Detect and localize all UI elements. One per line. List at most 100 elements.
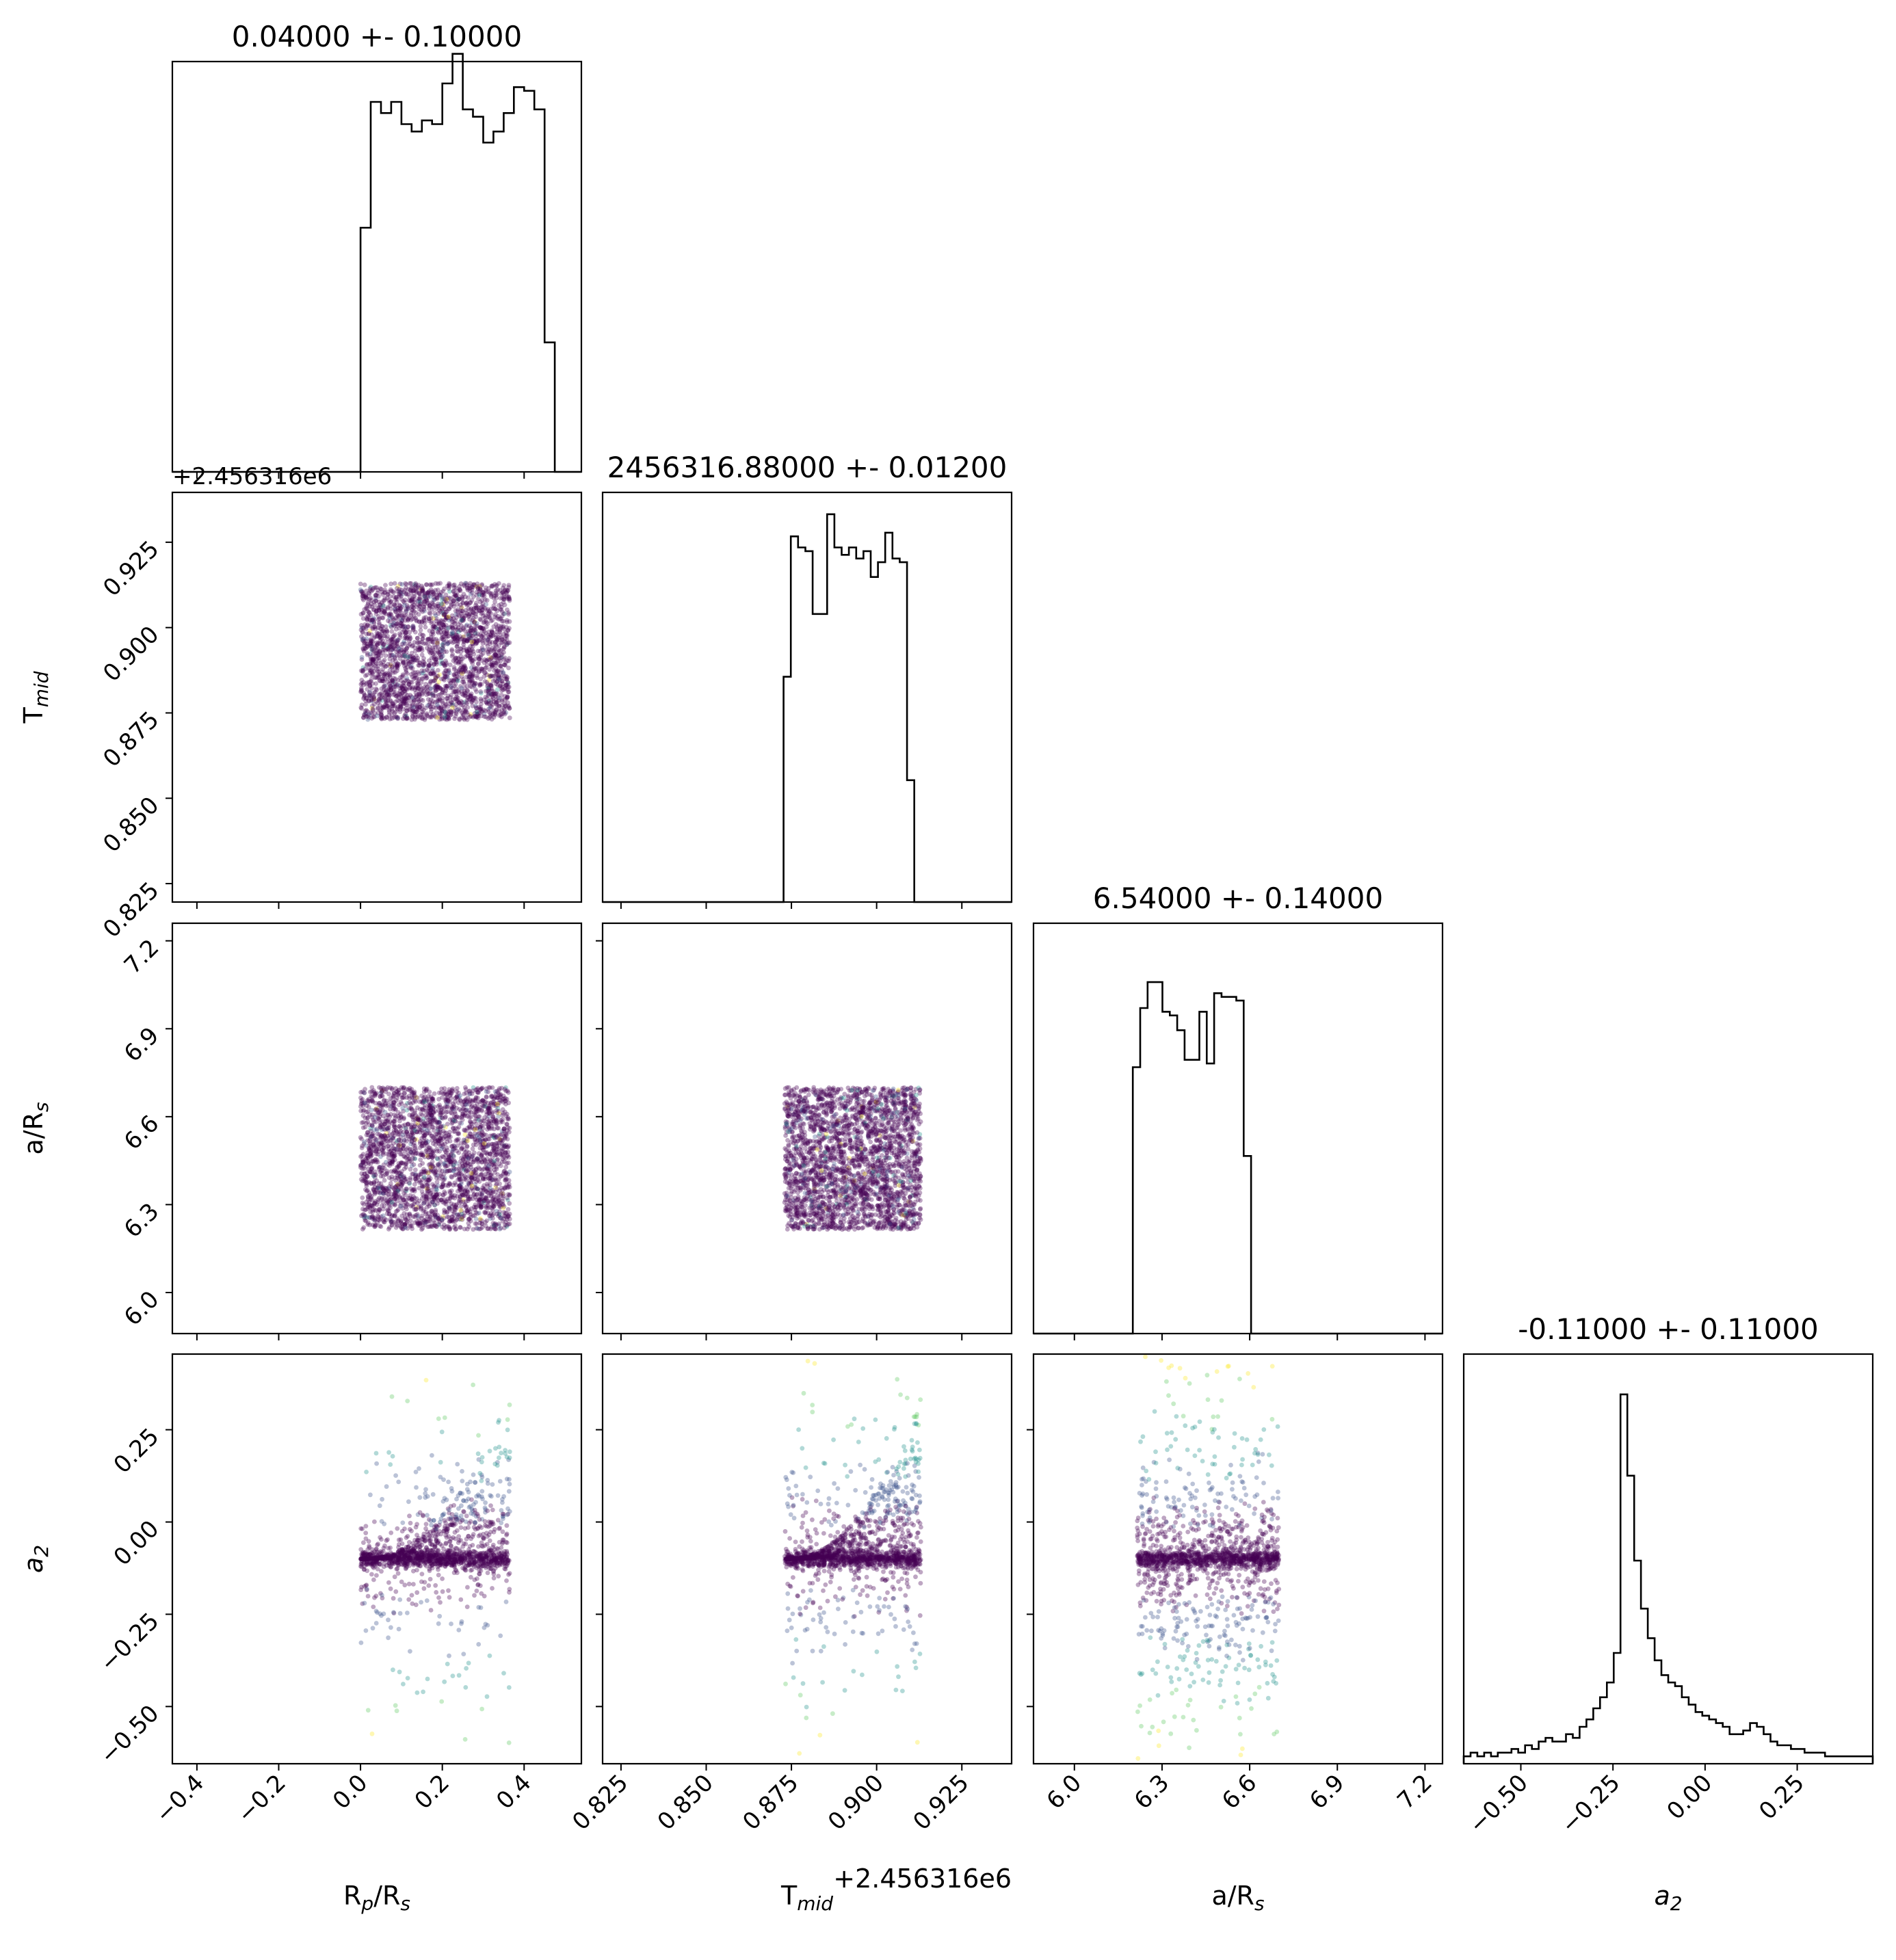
- scatter-point: [438, 601, 444, 606]
- scatter-point: [382, 1178, 387, 1183]
- scatter-point: [390, 664, 395, 670]
- scatter-point: [444, 684, 449, 689]
- scatter-point: [400, 624, 406, 629]
- scatter-point: [501, 670, 505, 675]
- scatter-point: [404, 591, 409, 596]
- scatter-point: [412, 710, 418, 715]
- scatter-point: [506, 658, 512, 663]
- scatter-point: [407, 634, 412, 639]
- scatter-point: [492, 1126, 497, 1132]
- scatter-point: [506, 583, 512, 587]
- scatter-point: [410, 1152, 415, 1157]
- scatter-point: [427, 611, 433, 616]
- scatter-point: [375, 632, 380, 637]
- scatter-point: [366, 631, 371, 636]
- scatter-point: [471, 680, 476, 686]
- scatter-point: [393, 626, 399, 632]
- scatter-point: [365, 1174, 370, 1179]
- scatter-point: [360, 591, 365, 596]
- scatter-point: [466, 1134, 471, 1139]
- scatter-point: [413, 685, 419, 689]
- scatter-point: [408, 659, 412, 665]
- scatter-point: [388, 679, 393, 684]
- scatter-point: [419, 1204, 423, 1208]
- scatter-point: [387, 615, 393, 620]
- scatter-point: [372, 669, 377, 674]
- scatter-point: [429, 713, 434, 719]
- scatter-point: [432, 685, 437, 690]
- scatter-point: [404, 696, 410, 702]
- scatter-point: [464, 639, 469, 644]
- scatter-point: [444, 631, 449, 636]
- scatter-point: [360, 669, 365, 674]
- scatter-point: [378, 1169, 383, 1175]
- scatter-point: [486, 677, 492, 683]
- scatter-point: [478, 625, 483, 630]
- scatter-point: [424, 667, 430, 672]
- scatter-point: [481, 632, 486, 637]
- scatter-point: [436, 680, 441, 685]
- scatter-point: [364, 708, 369, 713]
- scatter-point: [432, 592, 436, 597]
- scatter-point: [384, 701, 389, 706]
- scatter-point: [460, 609, 465, 614]
- scatter-point: [367, 680, 372, 685]
- scatter-point: [457, 659, 462, 665]
- scatter-point: [435, 674, 440, 678]
- scatter-point: [414, 653, 419, 659]
- scatter-point: [430, 650, 435, 655]
- scatter-point: [469, 1104, 474, 1110]
- scatter-point: [379, 600, 384, 605]
- scatter-point: [402, 613, 407, 618]
- scatter-point: [443, 714, 447, 719]
- scatter-point: [503, 693, 508, 699]
- scatter-point: [453, 593, 458, 598]
- scatter-point: [499, 688, 504, 693]
- scatter-point: [504, 676, 510, 682]
- scatter-point: [358, 611, 364, 617]
- scatter-point: [393, 632, 397, 637]
- scatter-point: [443, 611, 448, 617]
- scatter-point: [475, 1226, 480, 1231]
- scatter-point: [369, 668, 374, 673]
- scatter-point: [505, 704, 511, 710]
- scatter-point: [454, 644, 460, 649]
- scatter-point: [410, 670, 416, 675]
- scatter-point: [487, 657, 492, 663]
- scatter-point: [388, 1099, 393, 1104]
- scatter-point: [445, 641, 450, 647]
- scatter-point: [360, 1200, 365, 1206]
- scatter-point: [397, 691, 402, 697]
- scatter-point: [443, 598, 449, 604]
- scatter-point: [425, 593, 431, 598]
- scatter-point: [394, 1089, 399, 1094]
- scatter-point: [501, 1217, 507, 1221]
- scatter-point: [412, 582, 417, 587]
- scatter-point: [487, 641, 492, 646]
- scatter-point: [492, 652, 498, 657]
- scatter-point: [419, 652, 425, 657]
- scatter-point: [372, 634, 378, 639]
- scatter-point: [494, 583, 499, 587]
- scatter-point: [433, 613, 438, 618]
- scatter-point: [489, 633, 495, 639]
- scatter-point: [417, 706, 421, 712]
- scatter-point: [446, 715, 451, 721]
- scatter-point: [439, 707, 444, 712]
- scatter-point: [404, 698, 409, 704]
- scatter-point: [494, 653, 499, 659]
- scatter-point: [408, 665, 414, 671]
- scatter-point: [507, 1201, 512, 1206]
- scatter-point: [364, 604, 369, 609]
- scatter-point: [430, 712, 436, 717]
- scatter-point: [387, 657, 393, 662]
- scatter-point: [378, 661, 384, 666]
- scatter-point: [469, 700, 474, 705]
- scatter-point: [367, 588, 373, 593]
- scatter-point: [493, 642, 498, 648]
- scatter-point: [484, 641, 489, 646]
- scatter-point: [478, 625, 484, 631]
- scatter-point: [507, 706, 512, 711]
- scatter-point: [433, 660, 438, 665]
- scatter-point: [442, 611, 447, 617]
